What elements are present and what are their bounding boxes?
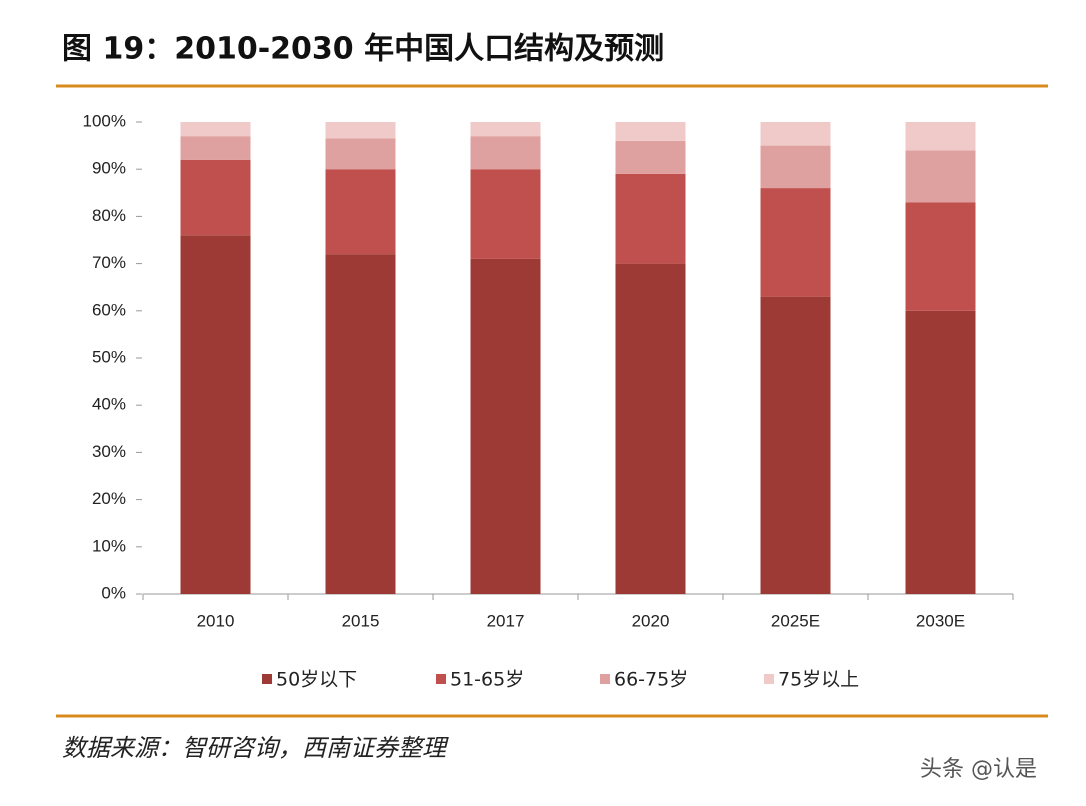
- x-tick-label: 2015: [342, 611, 380, 630]
- y-tick-label: 70%: [92, 253, 126, 272]
- x-tick-label: 2030E: [916, 611, 965, 630]
- legend-label: 50岁以下: [276, 669, 357, 691]
- y-tick-label: 30%: [92, 442, 126, 461]
- bar-segment: [180, 122, 251, 137]
- bar-segment: [615, 122, 686, 141]
- bar-segment: [905, 202, 976, 311]
- x-tick-label: 2020: [632, 611, 670, 630]
- x-tick-label: 2017: [487, 611, 525, 630]
- bar-segment: [470, 169, 541, 259]
- chart-title: 图 19：2010-2030 年中国人口结构及预测: [62, 32, 664, 67]
- bar-segment: [760, 145, 831, 189]
- legend-label: 66-75岁: [614, 669, 688, 691]
- bar-segment: [760, 188, 831, 297]
- legend-swatch: [262, 674, 272, 684]
- bar-segment: [180, 159, 251, 236]
- legend-swatch: [600, 674, 610, 684]
- x-tick-label: 2010: [197, 611, 235, 630]
- bar-segment: [760, 296, 831, 594]
- bar-segment: [470, 122, 541, 137]
- y-tick-label: 40%: [92, 395, 126, 414]
- watermark: 头条 @认是: [920, 757, 1037, 782]
- bar-segment: [905, 310, 976, 594]
- y-tick-label: 60%: [92, 300, 126, 319]
- legend-swatch: [764, 674, 774, 684]
- y-tick-label: 20%: [92, 489, 126, 508]
- y-tick-label: 90%: [92, 159, 126, 178]
- bar-segment: [180, 136, 251, 160]
- y-tick-label: 50%: [92, 347, 126, 366]
- bar-segment: [325, 254, 396, 594]
- bar-segment: [180, 235, 251, 594]
- bar-segment: [615, 140, 686, 174]
- legend-label: 75岁以上: [778, 669, 859, 691]
- bar-segment: [325, 138, 396, 170]
- y-tick-label: 100%: [83, 111, 126, 130]
- bar-segment: [325, 122, 396, 139]
- legend-swatch: [436, 674, 446, 684]
- bar-segment: [905, 150, 976, 203]
- bar-segment: [760, 122, 831, 146]
- y-tick-label: 80%: [92, 206, 126, 225]
- bar-segment: [615, 263, 686, 594]
- bar-segment: [470, 136, 541, 170]
- y-tick-label: 10%: [92, 536, 126, 555]
- x-tick-label: 2025E: [771, 611, 820, 630]
- source-note: 数据来源：智研咨询，西南证券整理: [62, 734, 449, 762]
- bar-segment: [615, 173, 686, 264]
- legend-label: 51-65岁: [450, 669, 524, 691]
- bar-segment: [325, 169, 396, 255]
- y-tick-label: 0%: [101, 583, 126, 602]
- bar-segment: [470, 258, 541, 594]
- bar-segment: [905, 122, 976, 151]
